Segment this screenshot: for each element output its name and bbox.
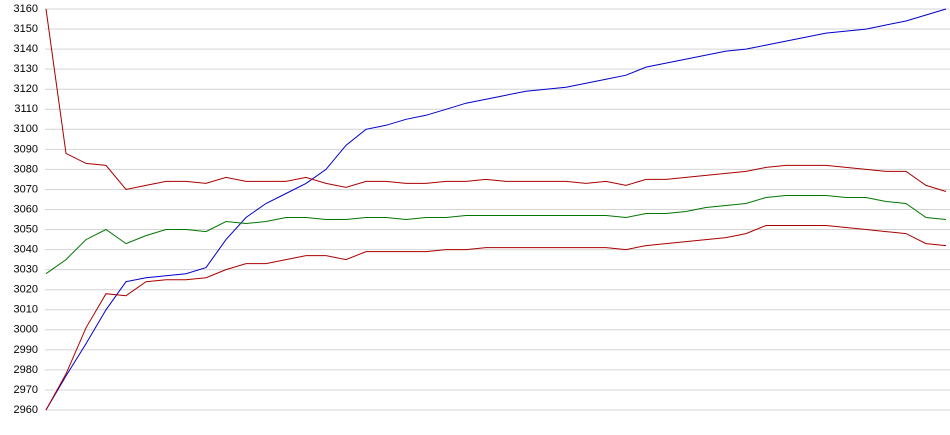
y-tick-label: 3050 <box>14 223 38 235</box>
y-tick-label: 3120 <box>14 83 38 95</box>
y-tick-label: 3160 <box>14 3 38 15</box>
y-tick-label: 3080 <box>14 163 38 175</box>
data-line <box>45 195 947 275</box>
y-tick-label: 3150 <box>14 23 38 35</box>
y-tick-label: 3020 <box>14 284 38 296</box>
y-tick-label: 3060 <box>14 203 38 215</box>
y-tick-label: 2990 <box>14 344 38 356</box>
y-tick-label: 3010 <box>14 304 38 316</box>
y-tick-label: 3140 <box>14 43 38 55</box>
y-tick-label: 3070 <box>14 183 38 195</box>
data-line <box>45 8 947 192</box>
data-line <box>45 225 947 411</box>
y-tick-label: 3130 <box>14 63 38 75</box>
data-line <box>45 8 947 411</box>
y-tick-label: 3040 <box>14 244 38 256</box>
y-tick-label: 2960 <box>14 404 38 416</box>
y-tick-label: 3000 <box>14 324 38 336</box>
y-tick-label: 2970 <box>14 384 38 396</box>
y-tick-label: 3030 <box>14 264 38 276</box>
y-tick-label: 3110 <box>14 103 38 115</box>
y-tick-label: 2980 <box>14 364 38 376</box>
y-tick-label: 3100 <box>14 123 38 135</box>
y-tick-label: 3090 <box>14 143 38 155</box>
